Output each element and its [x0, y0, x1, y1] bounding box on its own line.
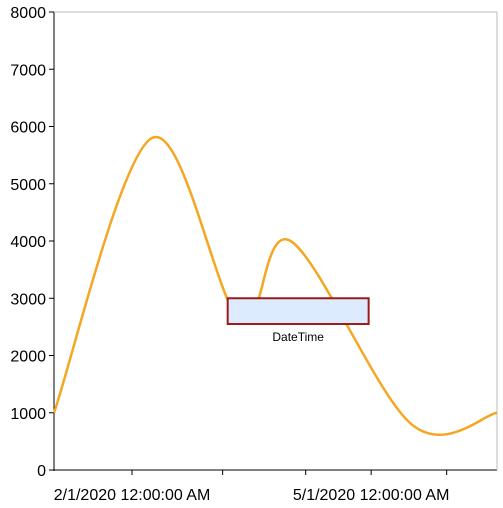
- y-tick-label: 4000: [10, 234, 46, 251]
- y-tick-label: 7000: [10, 62, 46, 79]
- y-tick-label: 1000: [10, 406, 46, 423]
- x-tick-label: 2/1/2020 12:00:00 AM: [54, 487, 211, 504]
- x-axis-ticks: 2/1/2020 12:00:00 AM 5/1/2020 12:00:00 AM: [54, 470, 450, 504]
- y-tick-label: 2000: [10, 349, 46, 366]
- x-tick-label: 5/1/2020 12:00:00 AM: [293, 487, 450, 504]
- series-line: [52, 136, 498, 437]
- y-tick-label: 6000: [10, 120, 46, 137]
- annotation-rect[interactable]: [226, 297, 370, 326]
- y-tick-label: 5000: [10, 177, 46, 194]
- y-axis-ticks: 0 1000 2000 3000 4000 5000 6000 7000 8000: [10, 5, 54, 480]
- annotation-label: DateTime: [272, 330, 324, 344]
- y-tick-label: 8000: [10, 5, 46, 22]
- y-tick-label: 3000: [10, 291, 46, 308]
- y-tick-label: 0: [37, 463, 46, 480]
